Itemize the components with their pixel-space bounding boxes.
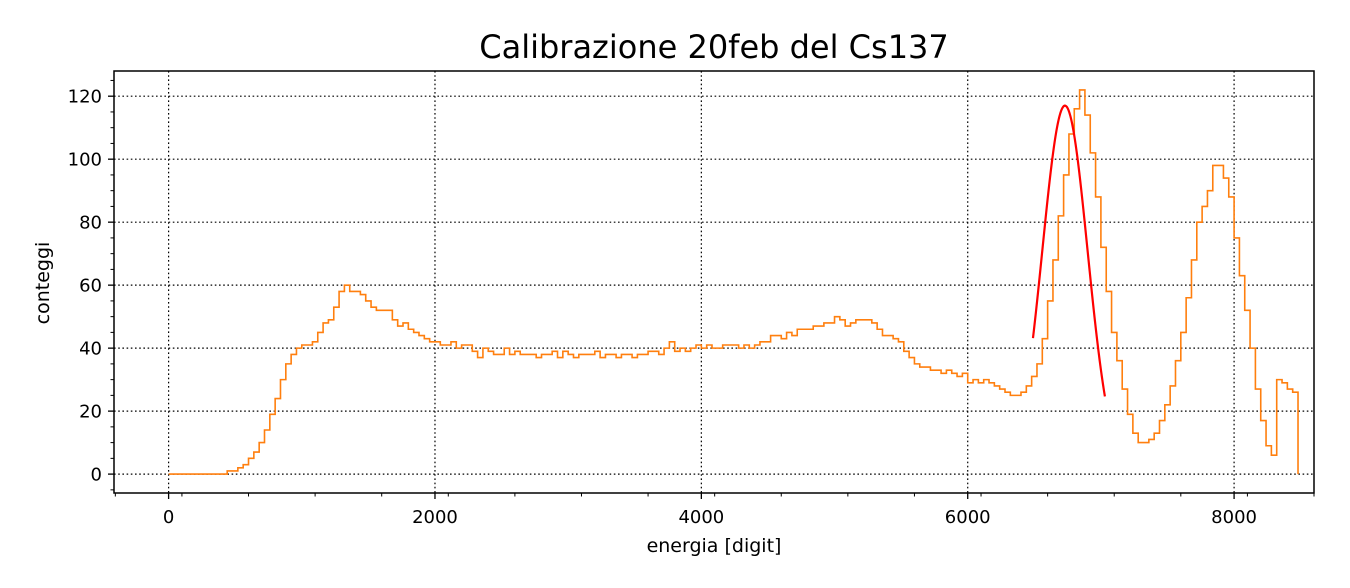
y-axis-label: conteggi [32,242,54,325]
x-tick-label: 8000 [1211,507,1257,528]
y-tick-label: 20 [79,402,102,423]
x-axis-label: energia [digit] [647,535,782,557]
chart-title: Calibrazione 20feb del Cs137 [479,28,949,66]
y-tick-label: 80 [79,213,102,234]
x-tick-label: 6000 [945,507,991,528]
x-tick-label: 4000 [678,507,724,528]
plot-series [168,89,1299,475]
x-tick-label: 0 [163,507,174,528]
y-tick-label: 100 [68,150,102,171]
tick-labels: 0 2000 4000 6000 8000 0 20 40 60 80 100 120 [68,87,1257,528]
histogram-series [168,89,1299,475]
y-tick-label: 120 [68,87,102,108]
axis-ticks [108,79,1315,499]
grid [114,71,1314,493]
y-tick-label: 0 [91,465,102,486]
plot-frame [113,70,1315,494]
gaussian-fit-curve [1031,104,1106,397]
y-tick-label: 40 [79,339,102,360]
y-tick-label: 60 [79,276,102,297]
x-tick-label: 2000 [412,507,458,528]
